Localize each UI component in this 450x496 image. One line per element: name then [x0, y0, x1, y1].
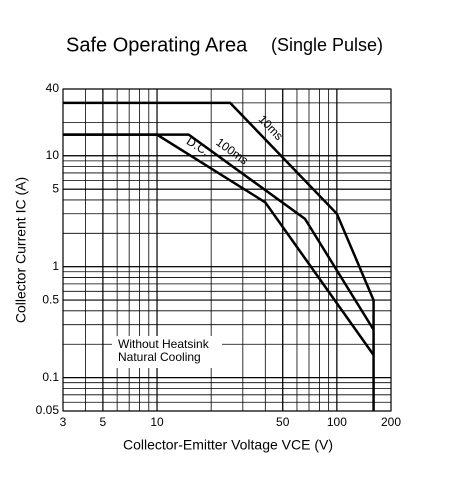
y-tick-label: 40	[46, 81, 60, 95]
y-tick-label: 0.05	[36, 403, 60, 417]
y-tick-label: 0.1	[42, 370, 59, 384]
chart-title: Safe Operating Area	[66, 34, 248, 56]
x-axis-label: Collector-Emitter Voltage VCE (V)	[123, 437, 333, 453]
y-tick-label: 1	[52, 259, 59, 273]
series-line	[63, 133, 375, 356]
annotation-bg	[112, 336, 222, 368]
y-tick-label: 0.5	[42, 292, 59, 306]
x-tick-label: 200	[381, 415, 401, 429]
x-tick-label: 10	[150, 415, 164, 429]
x-tick-label: 5	[100, 415, 107, 429]
annotation: Natural Cooling	[118, 350, 201, 364]
annotation: Without Heatsink	[118, 337, 210, 351]
y-tick-label: 10	[46, 148, 60, 162]
series-label: 100ms	[213, 135, 250, 167]
series-label: 10ms	[256, 112, 286, 143]
x-tick-label: 100	[327, 415, 347, 429]
y-tick-label: 5	[52, 181, 59, 195]
x-tick-label: 50	[276, 415, 290, 429]
y-axis-label: Collector Current IC (A)	[13, 177, 29, 323]
x-tick-label: 3	[60, 415, 67, 429]
series-line	[63, 101, 375, 411]
chart-subtitle: (Single Pulse)	[271, 35, 383, 55]
